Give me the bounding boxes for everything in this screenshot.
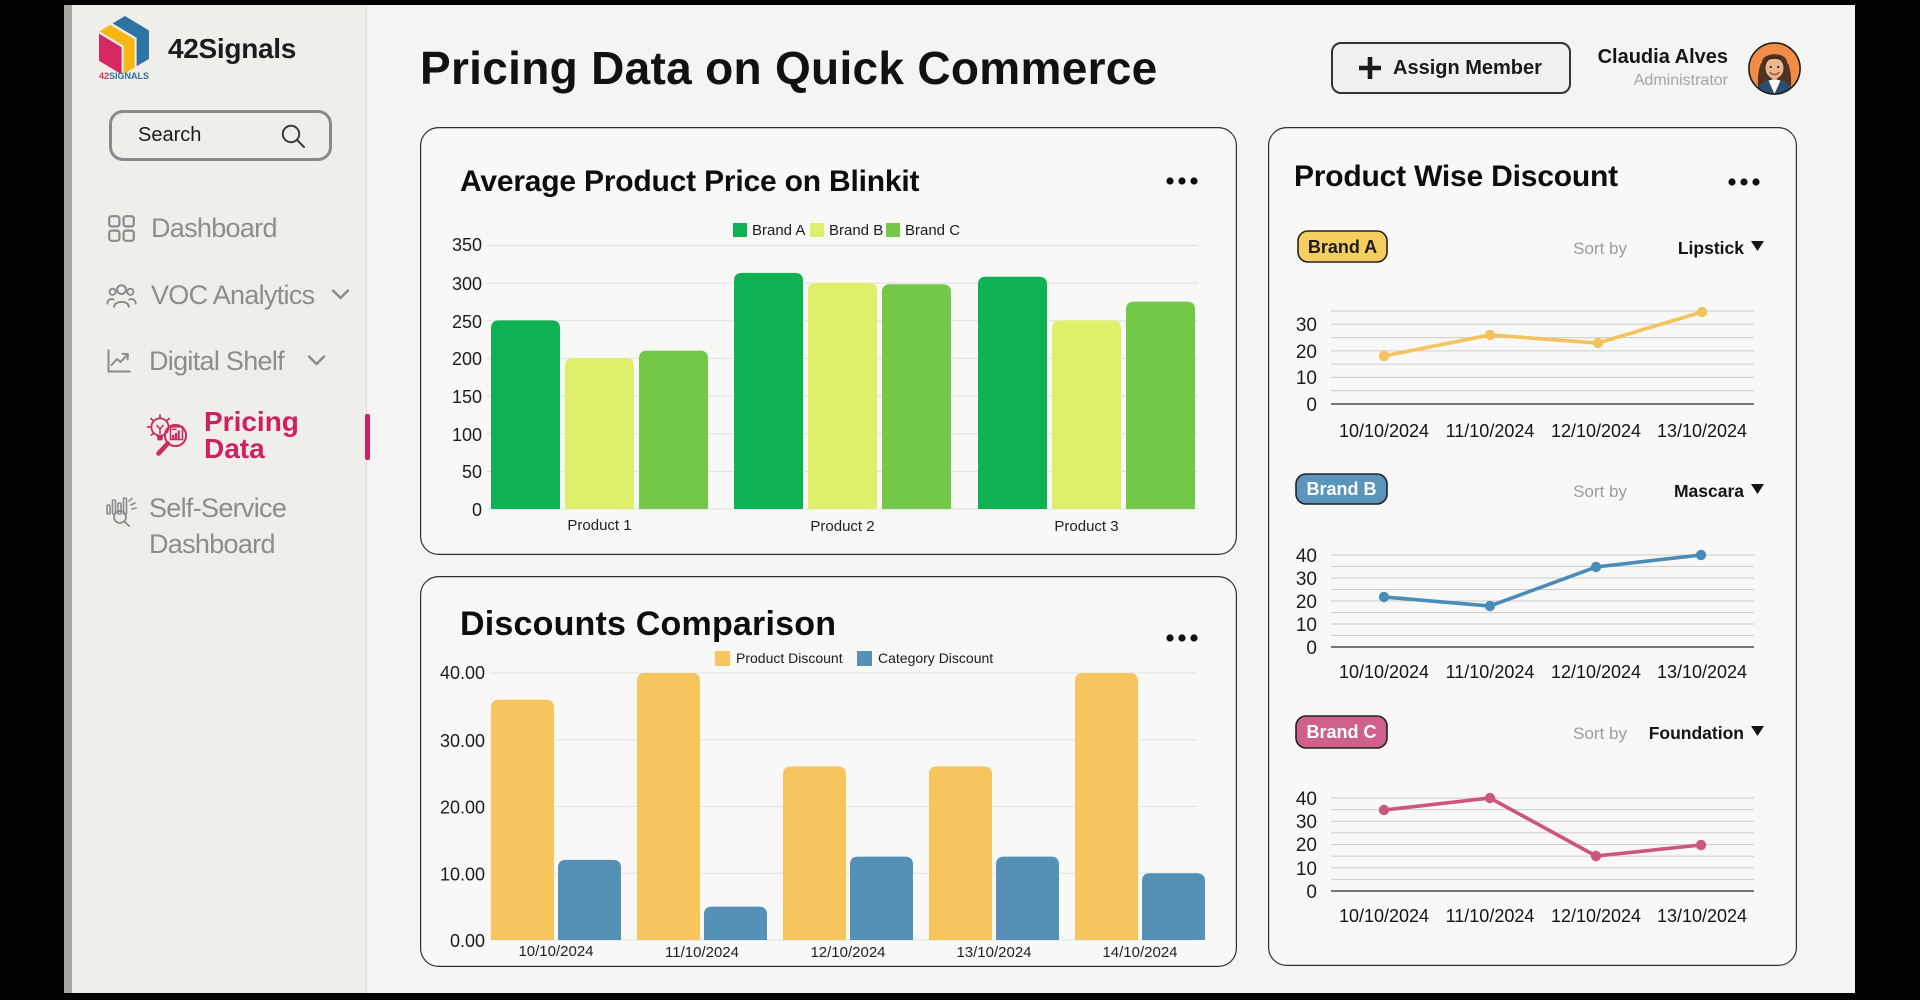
svg-text:300: 300 [452,274,482,294]
svg-text:11/10/2024: 11/10/2024 [1446,662,1535,682]
svg-text:10/10/2024: 10/10/2024 [1339,906,1429,926]
svg-text:10/10/2024: 10/10/2024 [1339,421,1429,441]
svg-text:11/10/2024: 11/10/2024 [1446,421,1535,441]
svg-text:Brand B: Brand B [829,222,883,239]
svg-text:20: 20 [1296,342,1317,363]
svg-text:250: 250 [452,312,482,332]
svg-text:10/10/2024: 10/10/2024 [518,943,593,960]
svg-text:Product 2: Product 2 [810,518,874,535]
svg-text:Product Wise Discount: Product Wise Discount [1294,160,1618,193]
svg-text:11/10/2024: 11/10/2024 [1446,906,1535,926]
svg-text:12/10/2024: 12/10/2024 [810,944,885,961]
svg-text:0: 0 [472,500,482,520]
svg-text:10: 10 [1296,615,1317,636]
svg-text:Product 3: Product 3 [1054,518,1118,535]
svg-text:11/10/2024: 11/10/2024 [665,944,739,961]
svg-text:Product Discount: Product Discount [736,650,843,666]
svg-text:Average Product Price on Blink: Average Product Price on Blinkit [460,165,919,198]
svg-text:12/10/2024: 12/10/2024 [1551,421,1641,441]
svg-text:Foundation: Foundation [1649,723,1744,743]
svg-text:40.00: 40.00 [440,663,485,683]
svg-text:30.00: 30.00 [440,731,485,751]
svg-text:10/10/2024: 10/10/2024 [1339,662,1429,682]
svg-text:12/10/2024: 12/10/2024 [1551,906,1641,926]
svg-text:Mascara: Mascara [1674,481,1744,501]
svg-text:10: 10 [1296,859,1317,880]
svg-text:Discounts Comparison: Discounts Comparison [460,605,836,643]
svg-text:Product 1: Product 1 [567,517,631,534]
svg-text:10: 10 [1296,368,1317,389]
svg-text:Category Discount: Category Discount [878,650,993,666]
svg-text:100: 100 [452,425,482,445]
svg-text:30: 30 [1296,812,1317,833]
svg-text:Brand A: Brand A [1308,237,1377,257]
svg-text:14/10/2024: 14/10/2024 [1102,944,1177,961]
svg-text:0: 0 [1306,395,1317,416]
svg-text:13/10/2024: 13/10/2024 [1657,906,1747,926]
svg-text:50: 50 [462,462,482,482]
svg-text:Brand B: Brand B [1306,479,1376,499]
svg-text:20: 20 [1296,592,1317,613]
svg-text:40: 40 [1296,789,1317,810]
svg-text:Sort by: Sort by [1573,482,1627,501]
svg-text:Brand C: Brand C [905,222,960,239]
svg-text:Sort by: Sort by [1573,239,1627,258]
svg-text:10.00: 10.00 [440,864,485,884]
svg-text:Sort by: Sort by [1573,724,1627,743]
svg-text:150: 150 [452,387,482,407]
svg-text:12/10/2024: 12/10/2024 [1551,662,1641,682]
svg-text:13/10/2024: 13/10/2024 [1657,662,1747,682]
svg-text:Lipstick: Lipstick [1678,238,1744,258]
svg-text:30: 30 [1296,569,1317,590]
svg-text:20.00: 20.00 [440,798,485,818]
svg-text:0: 0 [1306,638,1317,659]
svg-text:200: 200 [452,349,482,369]
svg-text:40: 40 [1296,546,1317,567]
svg-text:Brand A: Brand A [752,222,805,239]
svg-text:30: 30 [1296,315,1317,336]
svg-text:350: 350 [452,235,482,255]
svg-text:0: 0 [1306,882,1317,903]
svg-text:13/10/2024: 13/10/2024 [1657,421,1747,441]
svg-text:20: 20 [1296,835,1317,856]
svg-text:Brand C: Brand C [1306,722,1376,742]
svg-text:13/10/2024: 13/10/2024 [956,944,1031,961]
svg-text:0.00: 0.00 [450,931,485,951]
